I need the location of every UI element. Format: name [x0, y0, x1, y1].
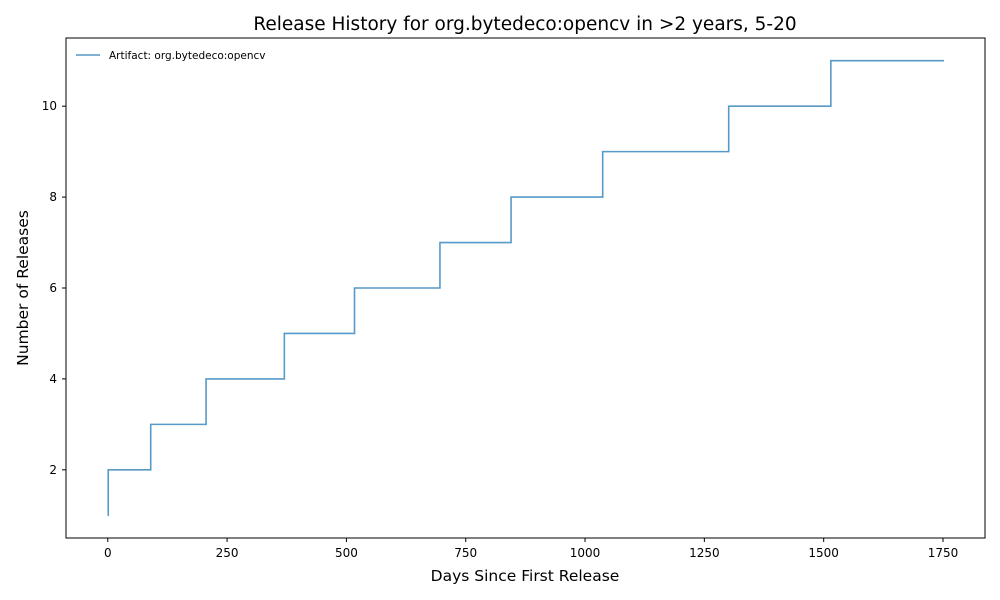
x-tick-label: 250 [216, 546, 239, 560]
x-tick-label: 1000 [570, 546, 601, 560]
x-tick-label: 750 [454, 546, 477, 560]
legend-label: Artifact: org.bytedeco:opencv [109, 50, 266, 62]
legend: Artifact: org.bytedeco:opencv [76, 50, 266, 62]
x-tick-label: 1250 [689, 546, 720, 560]
y-axis-title: Number of Releases [14, 210, 32, 366]
y-tick-label: 8 [49, 190, 57, 204]
y-tick-label: 4 [49, 372, 57, 386]
y-tick-label: 6 [49, 281, 57, 295]
y-tick-label: 10 [42, 99, 57, 113]
y-axis: 2 4 6 8 10 [42, 99, 66, 477]
x-axis-title: Days Since First Release [431, 567, 620, 585]
x-tick-label: 1750 [928, 546, 959, 560]
x-axis: 0 250 500 750 1000 1250 1500 1750 [104, 538, 958, 560]
plot-frame [65, 37, 986, 539]
x-tick-label: 500 [335, 546, 358, 560]
series-line [107, 59, 944, 517]
x-tick-label: 0 [104, 546, 112, 560]
chart-title: Release History for org.bytedeco:opencv … [253, 14, 796, 35]
y-tick-label: 2 [49, 463, 57, 477]
x-tick-label: 1500 [808, 546, 839, 560]
